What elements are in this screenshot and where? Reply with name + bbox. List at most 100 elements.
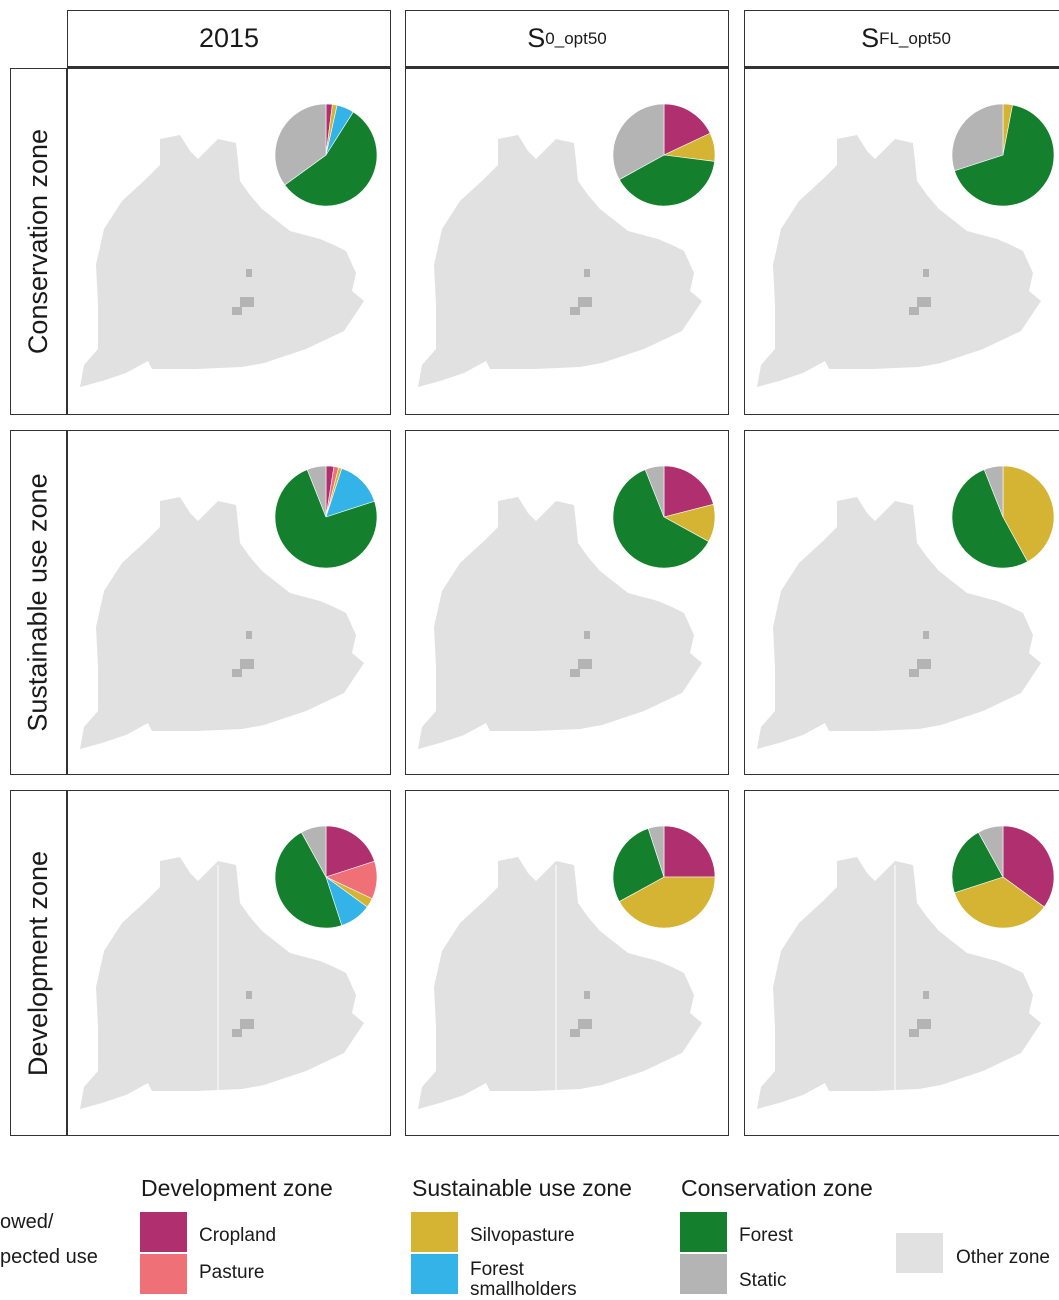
map-svg <box>418 465 716 749</box>
map-svg <box>80 465 378 749</box>
static-patches <box>909 631 931 677</box>
legend-swatch-forest-smallholders <box>411 1254 458 1294</box>
static-patches <box>909 991 931 1037</box>
study-region-map <box>418 497 702 749</box>
region-outline <box>757 857 1041 1109</box>
map-panel-sustainable-s0 <box>405 430 729 775</box>
legend-swatch-static <box>680 1254 727 1294</box>
pie-chart <box>951 465 1055 569</box>
map-panel-sustainable-sfl <box>744 430 1059 775</box>
pie-chart <box>274 465 378 569</box>
pie-slice-static <box>612 103 665 180</box>
legend-swatch-silvopasture <box>411 1212 458 1252</box>
pie-slice-forest <box>618 154 715 207</box>
legend-title-conservation: Conservation zone <box>681 1175 873 1201</box>
legend-label-static: Static <box>739 1270 787 1291</box>
pie-slice-static <box>978 825 1004 878</box>
column-header-label: 2015 <box>198 23 260 53</box>
study-region-map <box>418 135 702 387</box>
static-patches <box>570 631 592 677</box>
map-svg <box>757 465 1055 749</box>
pie-slice-static <box>647 825 665 878</box>
map-svg <box>418 825 716 1109</box>
legend-label-cropland: Cropland <box>199 1225 277 1246</box>
static-patches <box>570 269 592 315</box>
legend-label-other-zone: Other zone <box>956 1247 1050 1268</box>
map-svg <box>757 103 1055 387</box>
region-outline <box>80 135 364 387</box>
pie-slice-forest <box>954 104 1055 207</box>
legend-swatch-forest <box>680 1212 727 1252</box>
static-patches <box>232 269 254 315</box>
region-outline <box>418 135 702 387</box>
pie-slice-silvopasture <box>618 876 716 929</box>
region-outline <box>80 857 364 1109</box>
column-header-subscript: 0_opt50 <box>545 28 607 48</box>
pie-chart <box>274 825 378 929</box>
study-region-map <box>757 857 1041 1109</box>
map-panel-conservation-2015 <box>67 68 391 415</box>
map-panel-development-sfl <box>744 790 1059 1136</box>
region-outline <box>418 497 702 749</box>
pie-slice-forest <box>274 469 378 569</box>
map-panel-development-2015 <box>67 790 391 1136</box>
row-header-label: Sustainable use zone <box>23 473 53 732</box>
pie-slice-silvopasture <box>1002 465 1055 563</box>
legend-label-pasture: Pasture <box>199 1262 265 1283</box>
pie-chart <box>274 103 378 207</box>
pie-slice-forest <box>612 469 710 569</box>
pie-slice-forest <box>284 111 378 207</box>
column-header-subscript: FL_opt50 <box>879 28 951 48</box>
legend-title-sustainable-use: Sustainable use zone <box>412 1175 632 1201</box>
region-outline <box>80 497 364 749</box>
legend-label-forest-smallholders-line2: smallholders <box>470 1279 577 1300</box>
pie-slice-static <box>983 465 1004 518</box>
column-header-2015: 2015 <box>67 10 391 68</box>
pie-slice-cropland <box>325 825 375 878</box>
static-patches <box>570 991 592 1037</box>
region-outline <box>418 857 702 1109</box>
map-svg <box>418 103 716 387</box>
pie-chart <box>951 825 1055 929</box>
pie-slice-static <box>274 103 327 186</box>
map-svg <box>80 825 378 1109</box>
map-panel-development-s0 <box>405 790 729 1136</box>
pie-slice-forest <box>951 469 1028 569</box>
pie-chart <box>612 103 716 207</box>
map-svg <box>80 103 378 387</box>
study-region-map <box>418 857 702 1109</box>
legend-swatch-pasture <box>140 1254 187 1294</box>
legend-swatch-cropland <box>140 1212 187 1252</box>
row-header-sustainable-use: Sustainable use zone <box>10 430 68 775</box>
study-region-map <box>757 497 1041 749</box>
pie-slice-forest <box>274 831 343 929</box>
legend-swatch-other-zone <box>896 1233 943 1273</box>
static-patches <box>232 991 254 1037</box>
row-header-development: Development zone <box>10 790 68 1136</box>
legend-side-label-line1: owed/ <box>0 1211 54 1233</box>
map-svg <box>757 825 1055 1109</box>
pie-slice-static <box>951 103 1004 172</box>
pie-slice-cropland <box>663 465 714 518</box>
pie-chart <box>612 465 716 569</box>
pie-slice-cropland <box>1002 825 1055 908</box>
row-header-label: Conservation zone <box>23 128 54 355</box>
legend-side-label-line2: pected use <box>0 1246 98 1268</box>
study-region-map <box>757 135 1041 387</box>
map-panel-sustainable-2015 <box>67 430 391 775</box>
legend-label-silvopasture: Silvopasture <box>470 1225 575 1246</box>
column-header-sfl-opt50: S FL_opt50 <box>744 10 1059 68</box>
map-panel-conservation-s0 <box>405 68 729 415</box>
legend-label-forest-smallholders-line1: Forest <box>470 1259 524 1280</box>
column-header-s0-opt50: S 0_opt50 <box>405 10 729 68</box>
map-panel-conservation-sfl <box>744 68 1059 415</box>
pie-slice-silvopasture <box>954 876 1045 929</box>
pie-slice-static <box>301 825 327 878</box>
study-region-map <box>80 857 364 1109</box>
region-outline <box>757 135 1041 387</box>
pie-chart <box>951 103 1055 207</box>
pie-slice-cropland <box>663 103 711 156</box>
column-header-label: S <box>861 23 880 53</box>
pie-slice-forest <box>612 828 665 902</box>
pie-chart <box>612 825 716 929</box>
